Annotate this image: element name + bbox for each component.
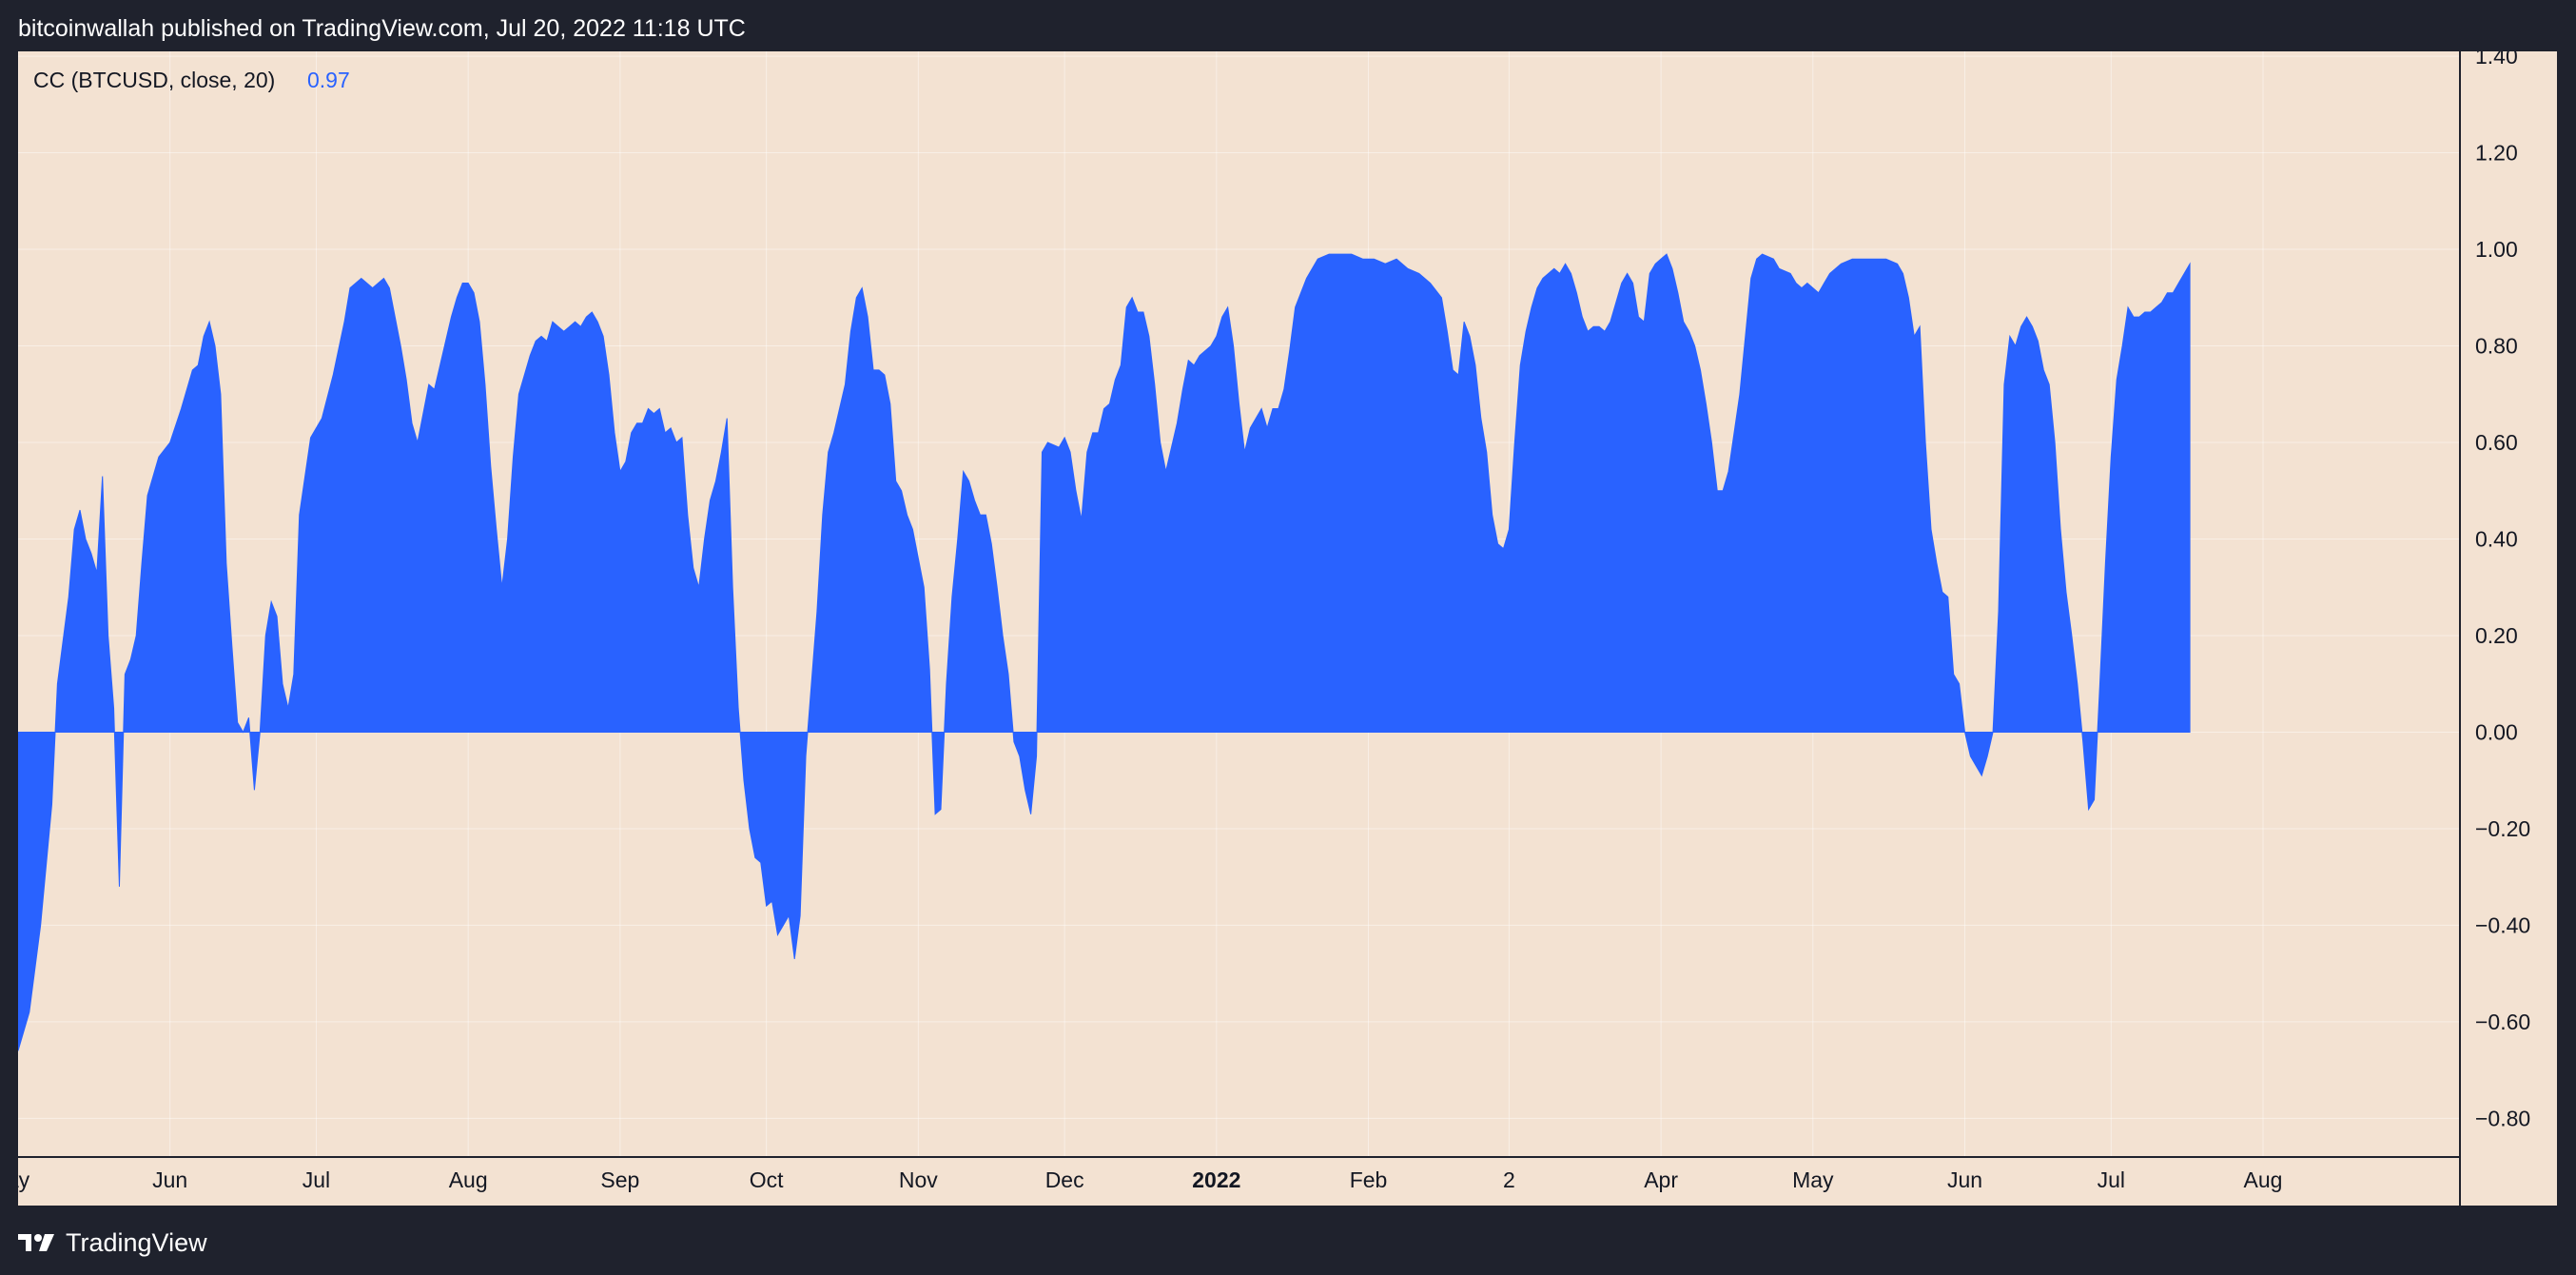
- price-scale-labels: 1.40 1.20 1.00 0.80 0.60 0.40 0.20 0.00 −0.20 −0.…: [2475, 51, 2530, 1130]
- y-tick-label: −0.40: [2475, 912, 2530, 937]
- x-tick-label: May: [1792, 1167, 1834, 1192]
- y-tick-label: 1.00: [2475, 237, 2518, 262]
- correlation-area-series: [18, 253, 2191, 1051]
- price-scale-background[interactable]: [2460, 51, 2557, 1157]
- time-scale-labels: ay Jun Jul Aug Sep Oct Nov Dec 2022 Feb 2 Apr May Jun…: [18, 1167, 2282, 1192]
- brand-name: TradingView: [66, 1227, 207, 1257]
- y-tick-label: 0.20: [2475, 623, 2518, 648]
- chart-panel[interactable]: 1.40 1.20 1.00 0.80 0.60 0.40 0.20 0.00 −0.20 −0.…: [18, 51, 2557, 1206]
- x-tick-label: Apr: [1644, 1167, 1678, 1192]
- x-tick-label: Dec: [1045, 1167, 1084, 1192]
- y-tick-label: 1.40: [2475, 51, 2518, 69]
- time-scale-background[interactable]: [18, 1157, 2557, 1206]
- y-tick-label: −0.20: [2475, 816, 2530, 841]
- footer-brand[interactable]: TradingView: [18, 1224, 207, 1262]
- publisher-header: bitcoinwallah published on TradingView.c…: [0, 0, 2576, 51]
- x-tick-label: Aug: [449, 1167, 488, 1192]
- y-tick-label: 1.20: [2475, 141, 2518, 166]
- x-tick-label: Jul: [2098, 1167, 2125, 1192]
- x-tick-label: Jun: [152, 1167, 187, 1192]
- x-tick-label: Oct: [750, 1167, 784, 1192]
- legend-label: CC (BTCUSD, close, 20): [33, 68, 275, 92]
- y-tick-label: 0.80: [2475, 334, 2518, 359]
- x-tick-label: 2: [1503, 1167, 1515, 1192]
- x-tick-label: Feb: [1350, 1167, 1388, 1192]
- legend-value: 0.97: [307, 68, 350, 92]
- x-tick-label: 2022: [1192, 1167, 1240, 1192]
- y-tick-label: 0.00: [2475, 719, 2518, 744]
- x-tick-label: ay: [18, 1167, 30, 1192]
- y-tick-label: 0.60: [2475, 430, 2518, 455]
- x-tick-label: Jun: [1947, 1167, 1982, 1192]
- x-tick-label: Jul: [302, 1167, 330, 1192]
- y-tick-label: 0.40: [2475, 526, 2518, 551]
- correlation-chart[interactable]: 1.40 1.20 1.00 0.80 0.60 0.40 0.20 0.00 −0.20 −0.…: [18, 51, 2557, 1206]
- x-tick-label: Sep: [600, 1167, 639, 1192]
- x-tick-label: Aug: [2244, 1167, 2283, 1192]
- x-tick-label: Nov: [899, 1167, 938, 1192]
- publisher-attribution: bitcoinwallah published on TradingView.c…: [18, 15, 746, 42]
- tradingview-logo-icon: [18, 1234, 54, 1251]
- y-tick-label: −0.60: [2475, 1010, 2530, 1034]
- y-tick-label: −0.80: [2475, 1106, 2530, 1130]
